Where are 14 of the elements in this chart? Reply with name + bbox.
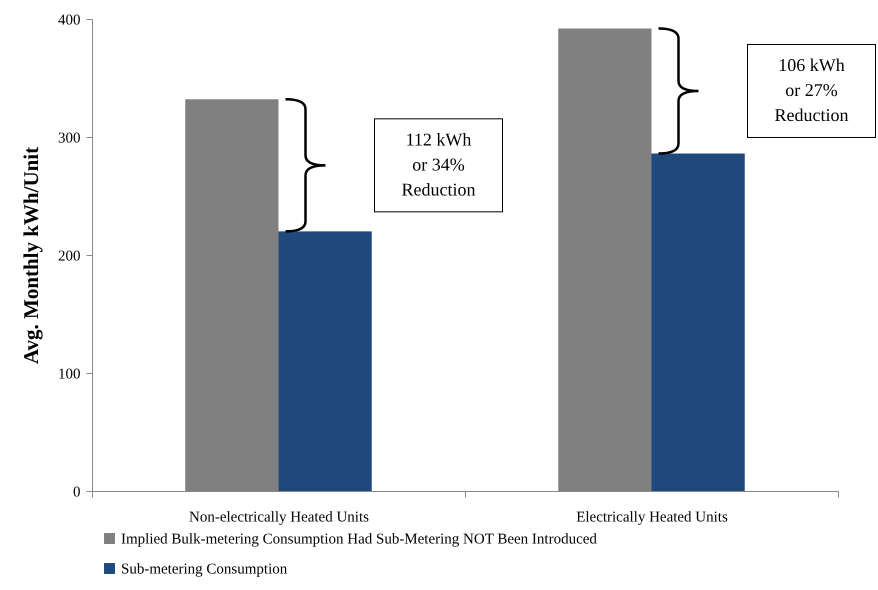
y-tick-label: 400 (58, 12, 80, 28)
bar (278, 231, 372, 491)
y-tick-label: 0 (73, 484, 80, 500)
annotation: 106 kWh or 27% Reduction (774, 54, 848, 125)
legend-label: Sub-metering Consumption (121, 562, 288, 578)
x-tick-label: Non-electrically Heated Units (189, 510, 370, 526)
y-axis-title: Avg. Monthly kWh/Unit (19, 146, 43, 364)
legend-label: Implied Bulk-metering Consumption Had Sub-Metering NOT Been Introduced (121, 532, 598, 548)
annotation: 112 kWh or 34% Reduction (402, 129, 476, 200)
bar (652, 154, 745, 491)
x-tick-label: Electrically Heated Units (576, 510, 728, 526)
y-tick-label: 200 (58, 248, 80, 264)
y-tick-label: 100 (58, 366, 80, 382)
y-tick-label: 300 (58, 130, 80, 146)
